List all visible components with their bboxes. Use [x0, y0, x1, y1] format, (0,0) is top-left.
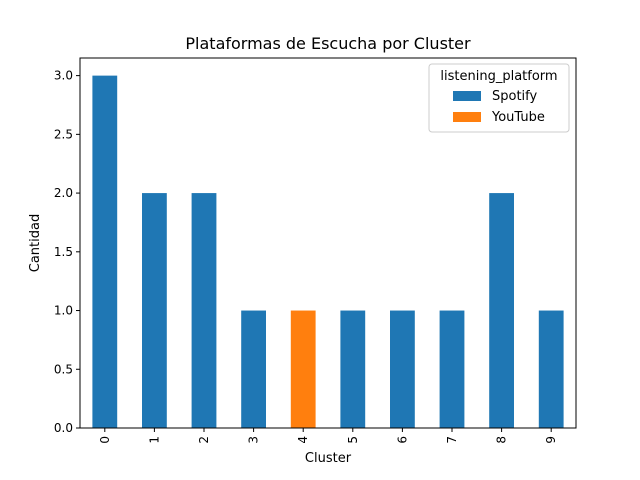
x-tick-label: 8 [495, 436, 509, 444]
bar-spotify-cluster-5 [340, 310, 366, 428]
y-tick-label: 2.5 [54, 127, 73, 141]
y-tick-label: 0.0 [54, 421, 73, 435]
bar-spotify-cluster-1 [142, 193, 167, 428]
x-tick-label: 9 [544, 436, 558, 444]
x-tick-label: 5 [346, 436, 360, 444]
bar-spotify-cluster-3 [241, 310, 266, 428]
plot-frame [79, 57, 577, 429]
y-tick-label: 2.0 [54, 186, 73, 200]
x-tick-label: 6 [395, 436, 409, 444]
x-tick-label: 7 [445, 436, 459, 444]
bar-spotify-cluster-2 [191, 193, 217, 428]
x-tick-label: 3 [247, 436, 261, 444]
y-tick-label: 1.0 [54, 304, 73, 318]
legend-label-spotify: Spotify [492, 89, 538, 104]
x-axis: 0 1 2 3 4 5 6 7 8 9 [98, 428, 558, 444]
x-tick-label: 2 [197, 436, 211, 444]
x-tick-label: 1 [147, 436, 161, 444]
y-tick-label: 0.5 [54, 362, 73, 376]
y-axis: 0.0 0.5 1.0 1.5 2.0 2.5 3.0 [54, 69, 80, 435]
bar-spotify-cluster-7 [439, 310, 465, 428]
legend-label-youtube: YouTube [491, 110, 545, 125]
x-tick-label: 4 [296, 436, 310, 444]
x-tick-label: 0 [98, 436, 112, 444]
bar-spotify-cluster-0 [92, 75, 118, 429]
y-tick-label: 1.5 [54, 245, 73, 259]
bar-spotify-cluster-8 [489, 193, 514, 428]
legend: listening_platform Spotify YouTube [428, 63, 570, 133]
legend-title: listening_platform [440, 69, 557, 84]
bars-layer [92, 75, 564, 429]
bar-spotify-cluster-9 [538, 310, 564, 428]
x-axis-title: Cluster [305, 451, 352, 466]
legend-swatch-spotify [453, 91, 481, 101]
chart-title: Plataformas de Escucha por Cluster [185, 34, 471, 53]
legend-items: Spotify YouTube [453, 89, 545, 125]
bar-spotify-cluster-6 [390, 310, 415, 428]
y-axis-title: Cantidad [28, 214, 43, 272]
y-tick-label: 3.0 [54, 69, 73, 83]
legend-swatch-youtube [453, 112, 481, 122]
bar-youtube-cluster-4 [290, 310, 316, 428]
